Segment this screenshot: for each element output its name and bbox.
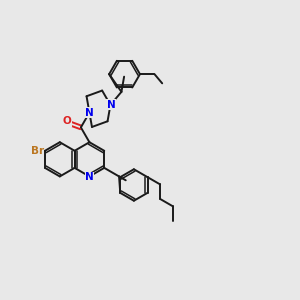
Text: N: N xyxy=(85,172,94,182)
Text: N: N xyxy=(85,108,94,118)
Text: O: O xyxy=(63,116,72,127)
Text: N: N xyxy=(107,100,116,110)
Text: Br: Br xyxy=(31,146,44,156)
